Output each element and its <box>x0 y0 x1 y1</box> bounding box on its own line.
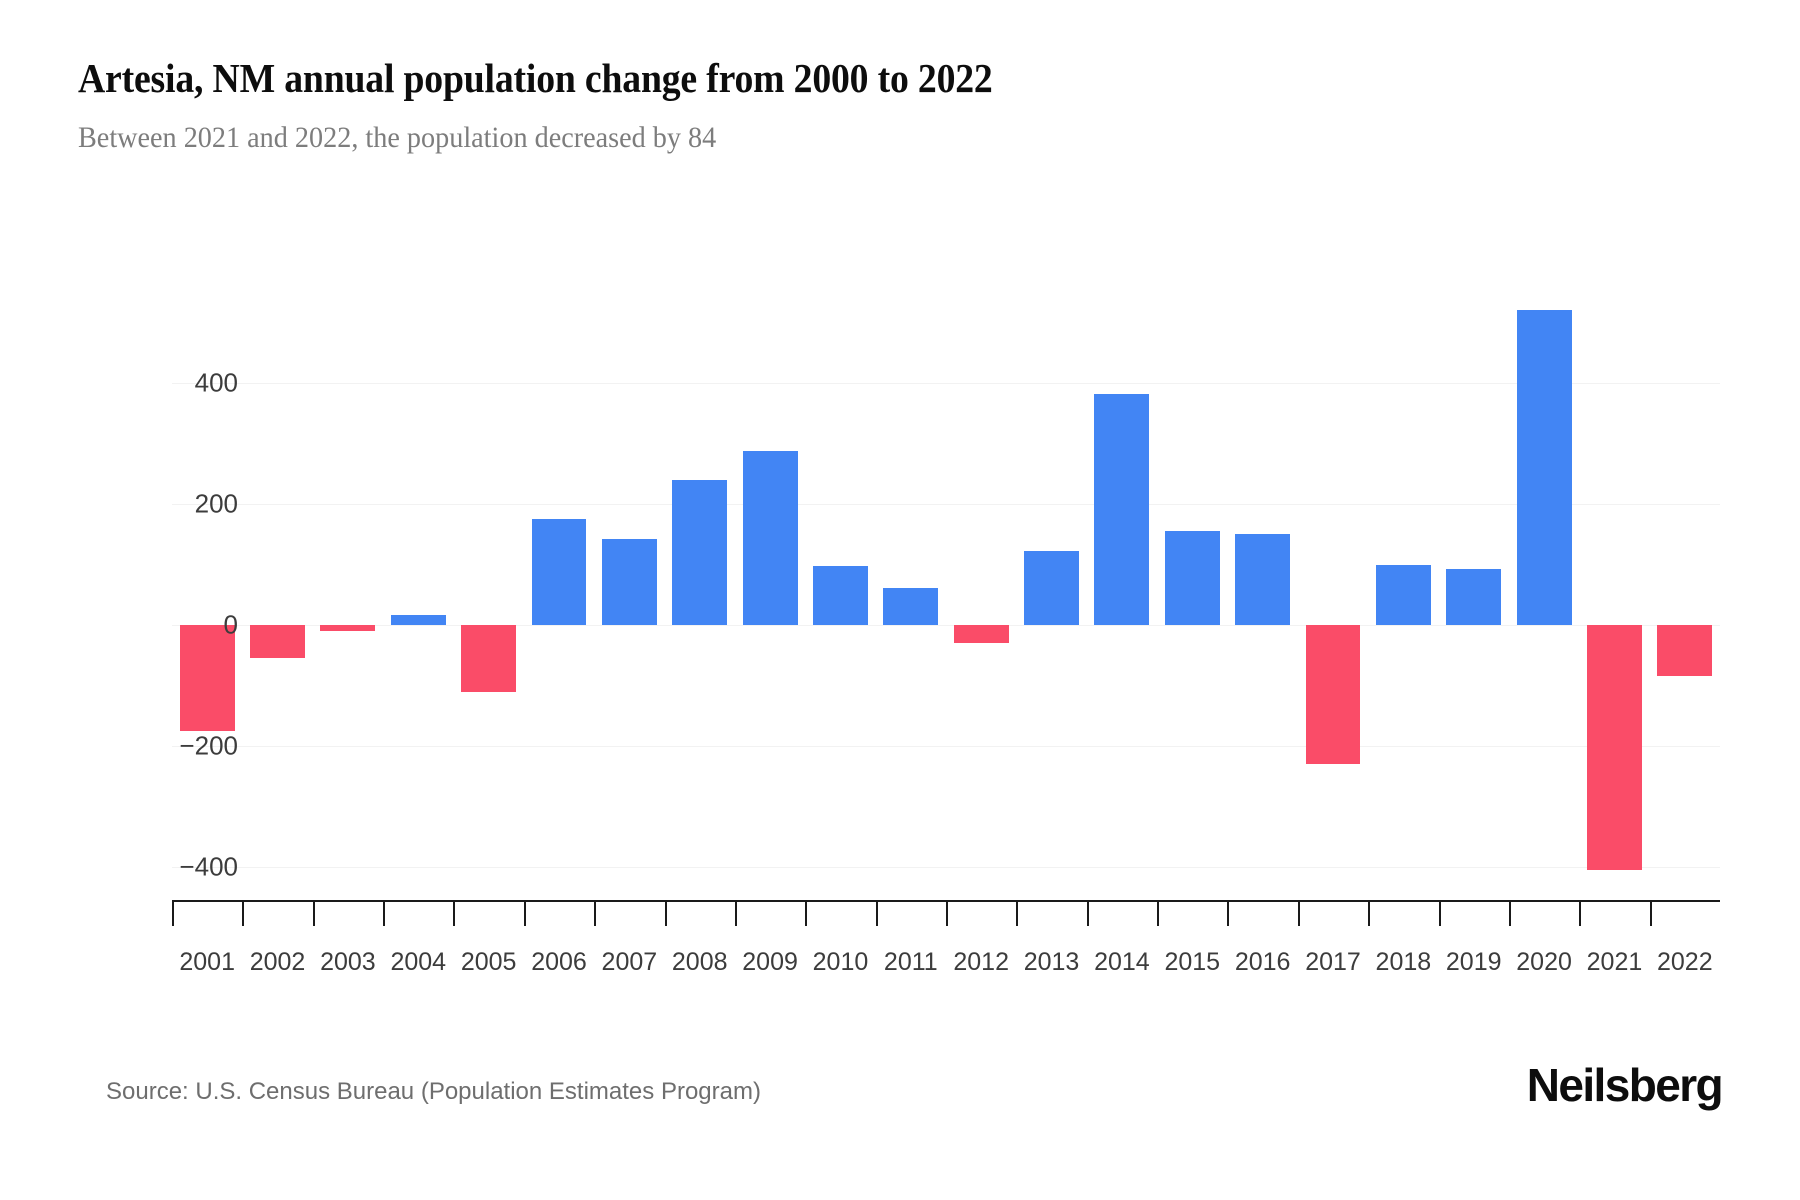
x-tick-mark <box>664 902 667 926</box>
x-tick-mark <box>312 902 315 926</box>
y-tick-label: −400 <box>179 851 238 882</box>
x-tick-mark <box>734 902 737 926</box>
bar-2011[interactable] <box>883 588 939 625</box>
x-tick-label-2020: 2020 <box>1516 948 1572 976</box>
y-tick-label: −200 <box>179 730 238 761</box>
bar-2002[interactable] <box>250 625 305 659</box>
bar-2010[interactable] <box>813 566 868 625</box>
x-tick-mark <box>946 902 948 926</box>
x-tick-label-2018: 2018 <box>1375 948 1432 976</box>
x-tick-mark <box>1508 902 1511 926</box>
x-tick-label-2016: 2016 <box>1234 948 1291 976</box>
bar-2007[interactable] <box>601 539 657 625</box>
x-tick-label-2003: 2003 <box>320 948 376 976</box>
x-tick-mark <box>805 902 808 926</box>
bar-2013[interactable] <box>1024 551 1079 625</box>
source-note: Source: U.S. Census Bureau (Population E… <box>106 1078 761 1105</box>
x-tick-mark <box>1649 902 1652 926</box>
x-axis-line <box>172 900 1720 902</box>
x-tick-label-2002: 2002 <box>249 948 306 976</box>
x-tick-label-2014: 2014 <box>1094 948 1150 976</box>
y-tick-label: 200 <box>194 488 238 519</box>
x-tick-label-2011: 2011 <box>883 948 938 976</box>
x-tick-label-2001: 2001 <box>179 948 235 976</box>
y-tick-label: 0 <box>223 609 238 640</box>
x-tick-mark <box>1016 902 1019 926</box>
bar-2014[interactable] <box>1094 393 1150 625</box>
x-tick-mark <box>523 902 526 926</box>
bar-2003[interactable] <box>320 625 376 632</box>
bar-2016[interactable] <box>1235 534 1291 625</box>
bar-2008[interactable] <box>672 479 728 625</box>
bar-2009[interactable] <box>742 450 798 625</box>
x-tick-label-2005: 2005 <box>460 948 517 976</box>
bar-2012[interactable] <box>953 625 1009 644</box>
bar-2019[interactable] <box>1446 569 1502 625</box>
x-tick-label-2007: 2007 <box>601 948 658 976</box>
bar-2001[interactable] <box>179 625 235 731</box>
x-tick-mark <box>383 902 386 926</box>
x-tick-mark <box>1297 902 1300 926</box>
x-tick-mark <box>875 902 878 926</box>
brand-logo: Neilsberg <box>1526 1059 1724 1111</box>
x-tick-label-2013: 2013 <box>1023 948 1080 976</box>
x-tick-mark <box>242 902 245 926</box>
bar-2018[interactable] <box>1375 564 1431 625</box>
x-tick-mark <box>453 902 456 926</box>
x-tick-label-2012: 2012 <box>953 948 1009 976</box>
page-title: Artesia, NM annual population change fro… <box>78 55 993 101</box>
x-tick-label-2022: 2022 <box>1657 948 1713 976</box>
x-tick-label-2006: 2006 <box>531 948 587 976</box>
bar-2015[interactable] <box>1164 531 1220 625</box>
x-tick-label-2008: 2008 <box>671 948 728 976</box>
x-tick-mark <box>1227 902 1230 926</box>
x-tick-mark <box>1086 902 1089 926</box>
x-tick-mark <box>1157 902 1160 926</box>
x-tick-mark <box>594 902 597 926</box>
page-subtitle: Between 2021 and 2022, the population de… <box>78 121 717 154</box>
x-tick-label-2004: 2004 <box>390 948 447 976</box>
bar-2021[interactable] <box>1587 625 1642 871</box>
x-tick-label-2010: 2010 <box>812 948 869 976</box>
gridline-200 <box>172 504 1720 505</box>
bar-2006[interactable] <box>531 518 587 625</box>
x-tick-label-2019: 2019 <box>1445 948 1502 976</box>
x-tick-mark <box>172 902 174 926</box>
x-tick-mark <box>1438 902 1441 926</box>
x-tick-label-2015: 2015 <box>1164 948 1221 976</box>
plot-area <box>172 250 1720 900</box>
y-tick-label: 400 <box>194 367 238 398</box>
x-tick-label-2009: 2009 <box>742 948 798 976</box>
bar-series <box>172 250 1720 900</box>
x-tick-label-2017: 2017 <box>1305 948 1361 976</box>
bar-2022[interactable] <box>1657 625 1713 676</box>
bar-2020[interactable] <box>1516 310 1572 625</box>
bar-2017[interactable] <box>1305 625 1361 765</box>
x-tick-mark <box>1368 902 1371 926</box>
gridline--400 <box>172 867 1720 868</box>
x-tick-label-2021: 2021 <box>1586 948 1643 976</box>
gridline-0 <box>172 625 1720 626</box>
gridline--200 <box>172 746 1720 747</box>
bar-2004[interactable] <box>390 614 446 625</box>
gridline-400 <box>172 383 1720 384</box>
x-tick-mark <box>1579 902 1582 926</box>
bar-2005[interactable] <box>461 625 517 692</box>
